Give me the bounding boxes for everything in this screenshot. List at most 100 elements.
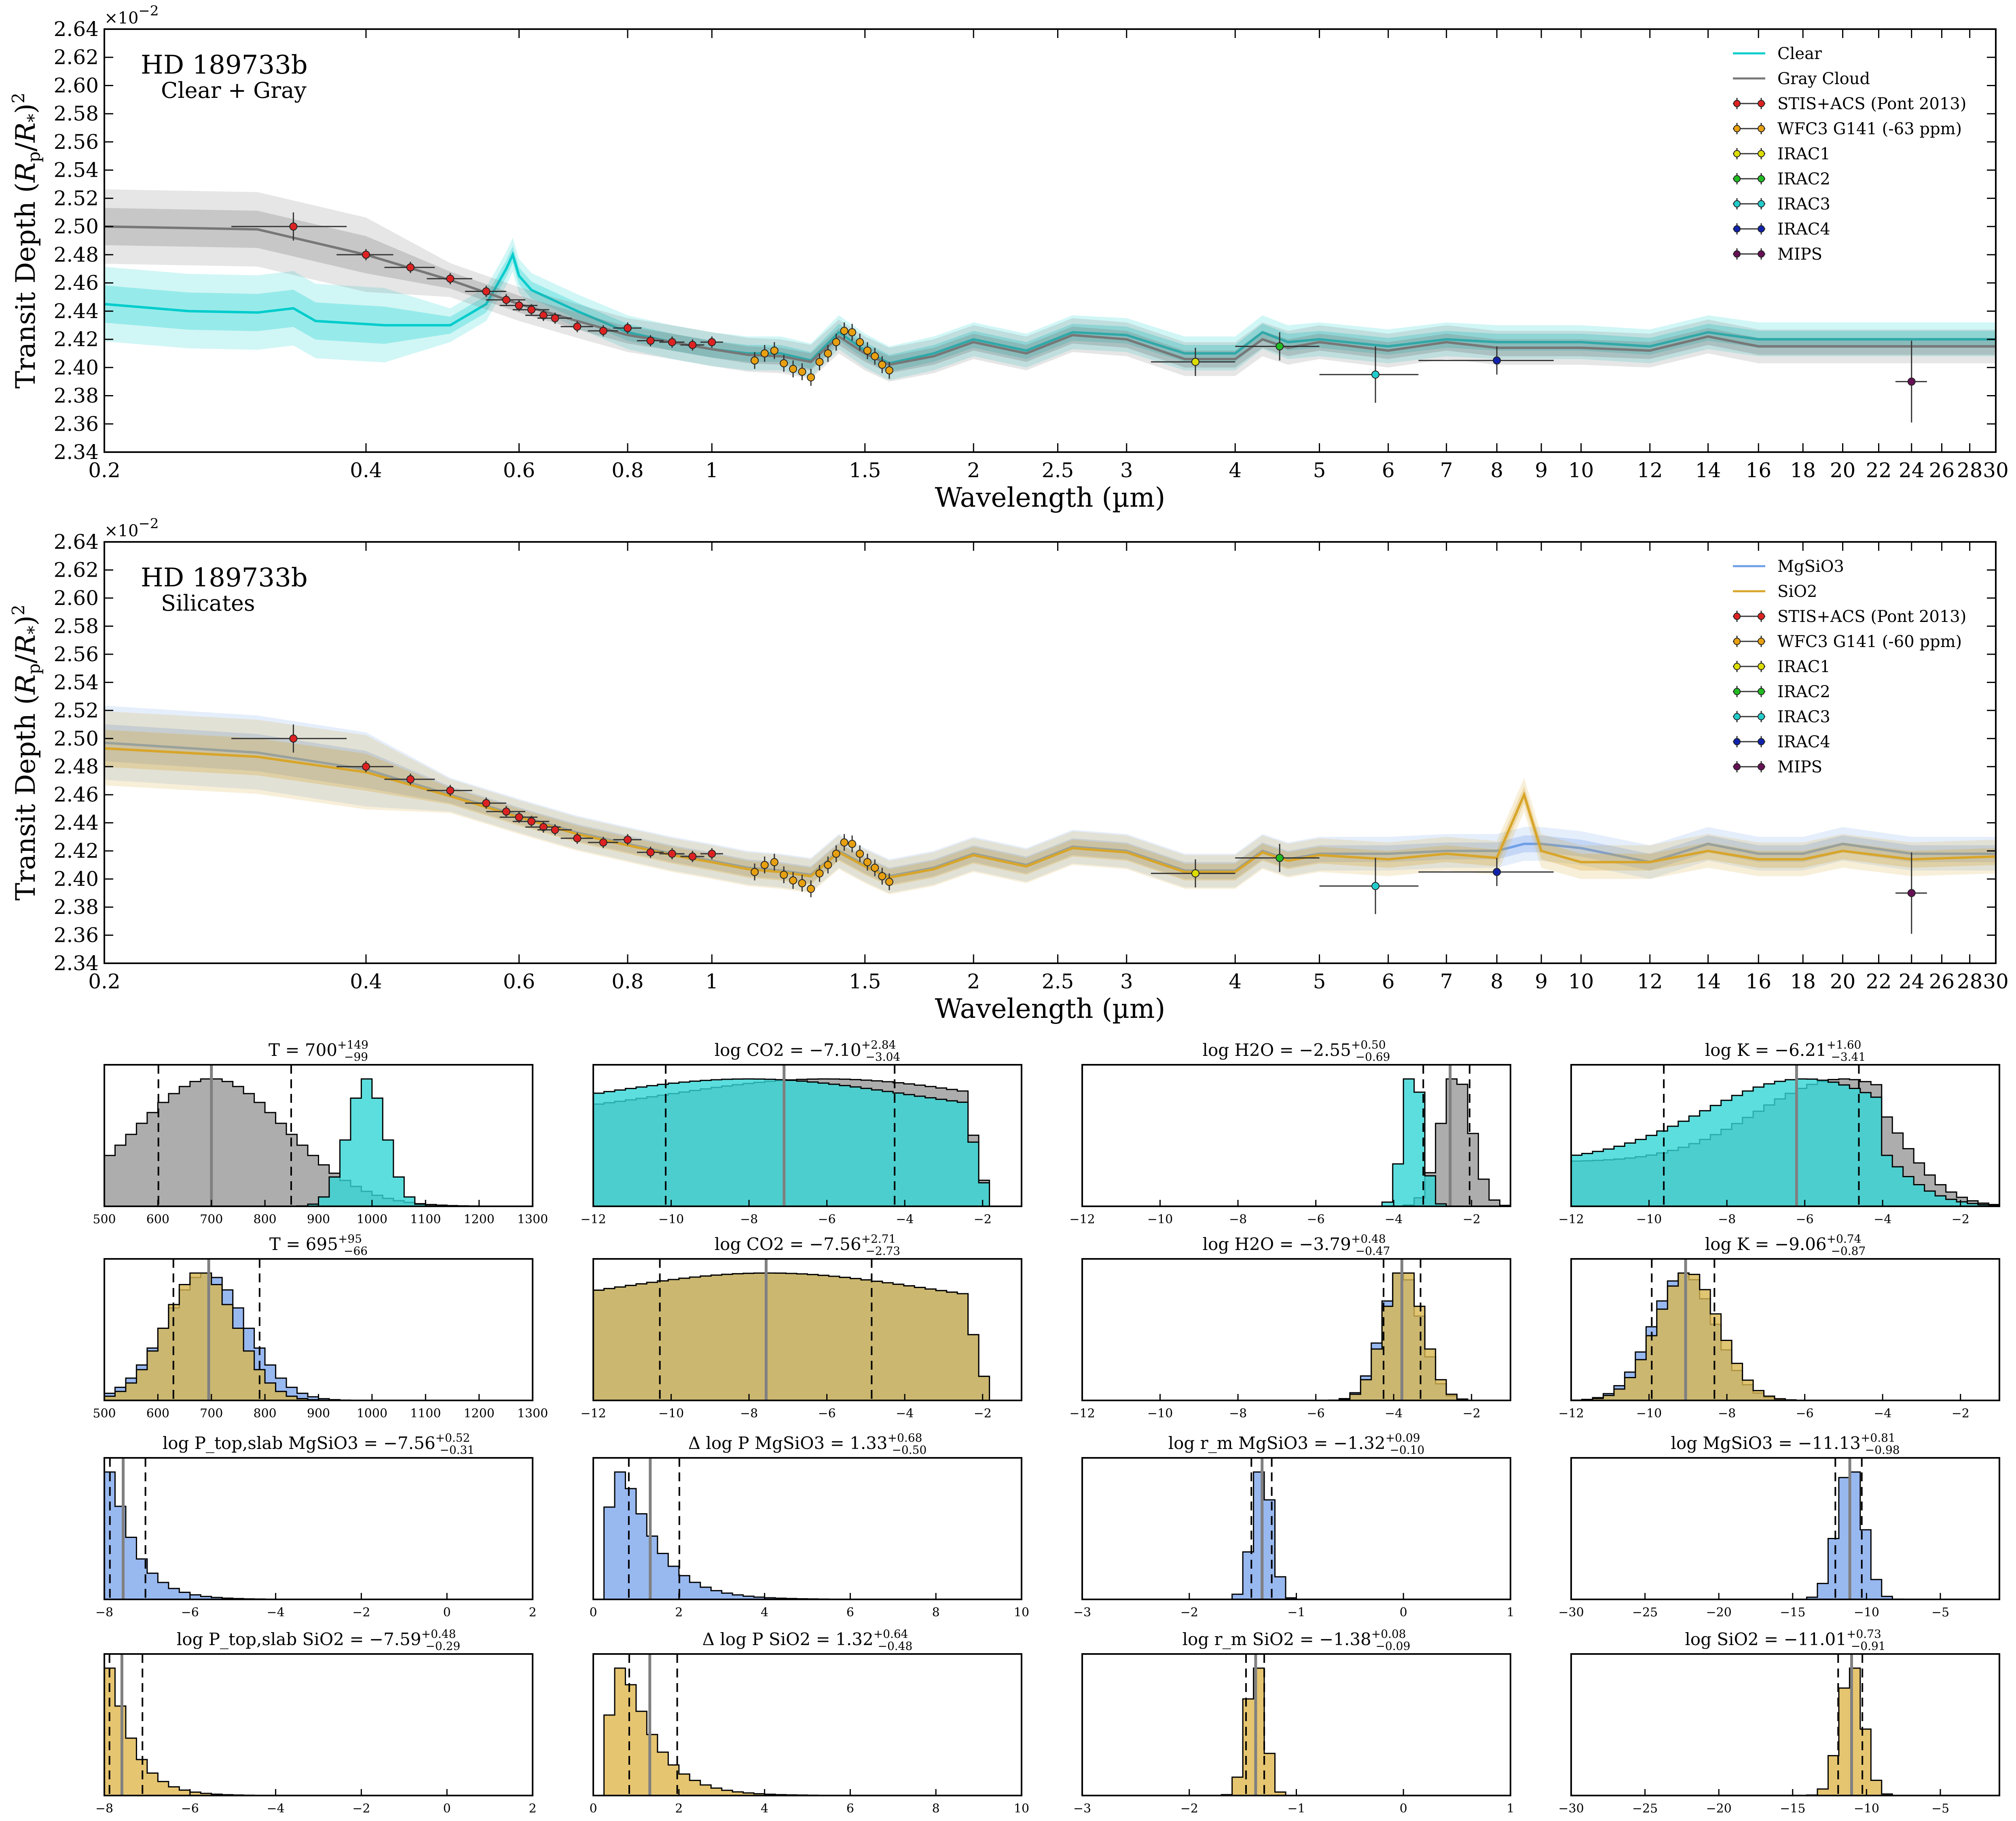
spectrum-panel-2-background (104, 542, 1996, 963)
spectrum-panel-2-irac3-point (1371, 882, 1380, 890)
spectrum-panel-2-xtick-label: 1.5 (849, 970, 881, 993)
spectrum-panel-2-xtick-label: 12 (1637, 970, 1663, 993)
hist-panel-r3c4-xtick-label: −25 (1632, 1605, 1658, 1620)
spectrum-panel-2-stis-acs-pont-2013--point (502, 807, 510, 816)
spectrum-panel-1-stis-acs-pont-2013--point (406, 263, 415, 272)
spectrum-panel-1-legend-swatch (1758, 150, 1765, 157)
spectrum-panel-2-xtick-label: 18 (1790, 970, 1816, 993)
hist-panel-r4c3-xtick-label: 0 (1400, 1802, 1407, 1816)
spectrum-panel-2-wfc3-g141-60-ppm--point (798, 879, 806, 888)
hist-panel-r4c3-background (1082, 1654, 1510, 1796)
spectrum-panel-1-xtick-label: 1 (705, 459, 718, 482)
spectrum-panel-1-xtick-label: 14 (1695, 459, 1721, 482)
spectrum-panel-1-wfc3-g141-63-ppm--point (789, 365, 798, 373)
hist-panel-r1c2-xtick-label: −4 (896, 1212, 914, 1227)
hist-panel-r1c3-title: log H2O = −2.55+0.50 −0.69 (1203, 1038, 1390, 1064)
hist-panel-r2c2-title: log CO2 = −7.56+2.71 −2.73 (715, 1232, 900, 1258)
hist-panel-r4c1-background (104, 1654, 533, 1796)
hist-panel-r1c3-frame (1081, 1064, 1511, 1207)
spectrum-panel-1-wfc3-g141-63-ppm--point (832, 338, 840, 347)
spectrum-panel-1-mips-point (1907, 377, 1916, 386)
spectrum-panel-1-wfc3-g141-63-ppm--point (848, 328, 857, 336)
hist-panel-r3c2-xtick-label: 2 (675, 1605, 683, 1620)
hist-panel-r4c2-title: Δ log P SiO2 = 1.32+0.64 −0.48 (702, 1627, 913, 1653)
spectrum-panel-2-wfc3-g141-60-ppm--point (863, 858, 872, 866)
spectrum-panel-1-xtick-label: 30 (1983, 459, 2009, 482)
spectrum-panel-1-xtick-label: 0.8 (611, 459, 644, 482)
hist-panel-r2c1-xtick-label: 1000 (357, 1406, 387, 1421)
spectrum-panel-2-ytick-label: 2.38 (54, 895, 99, 919)
hist-panel-r2c3-xtick-label: −12 (1069, 1406, 1095, 1421)
spectrum-panel-1-background (104, 29, 1996, 452)
hist-panel-r1c3-xtick-label: −6 (1307, 1212, 1325, 1227)
hist-panel-r1c4-xtick-label: −8 (1718, 1212, 1736, 1227)
spectrum-panel-1-legend-swatch (1758, 175, 1765, 182)
spectrum-panel-2-xtick-label: 7 (1440, 970, 1453, 993)
hist-panel-r1c2-histogram-2 (592, 1078, 1022, 1207)
spectrum-panel-1-xtick-label: 9 (1535, 459, 1548, 482)
spectrum-panel-2-stis-acs-pont-2013--point (599, 838, 607, 847)
hist-panel-r4c2-xtick-label: 8 (932, 1802, 940, 1816)
hist-panel-r2c2-xtick-label: −10 (658, 1406, 684, 1421)
spectrum-panel-2-xtick-label: 0.4 (350, 970, 382, 993)
spectrum-panel-1-legend-label: Gray Cloud (1777, 70, 1870, 88)
spectrum-panel-2-stis-acs-pont-2013--point (688, 852, 697, 861)
hist-panel-r1c1-xtick-label: 900 (307, 1212, 330, 1227)
hist-panel-r3c3-xtick-label: −2 (1180, 1605, 1198, 1620)
hist-panel-r1c1-xtick-label: 700 (200, 1212, 223, 1227)
spectrum-panel-2-legend-label: SiO2 (1777, 582, 1817, 601)
spectrum-panel-2-wfc3-g141-60-ppm--point (856, 850, 864, 858)
hist-panel-r1c4-xtick-label: −6 (1796, 1212, 1814, 1227)
spectrum-panel-2-xtick-label: 22 (1866, 970, 1892, 993)
hist-panel-r1c1-xtick-label: 1200 (463, 1212, 494, 1227)
spectrum-panel-2-legend-swatch (1733, 688, 1741, 695)
hist-panel-r2c3-xtick-label: −6 (1307, 1406, 1325, 1421)
hist-panel-r4c3-xtick-label: −2 (1180, 1802, 1198, 1816)
spectrum-panel-2-stis-acs-pont-2013--point (646, 848, 655, 857)
hist-panel-r4c3-xtick-label: 1 (1506, 1802, 1514, 1816)
spectrum-panel-1-wfc3-g141-63-ppm--point (798, 368, 806, 376)
spectrum-panel-2-ylabel: Transit Depth (Rp/R*)2 (8, 605, 44, 901)
spectrum-panel-2-stis-acs-pont-2013--point (406, 775, 415, 783)
spectrum-panel-2-wfc3-g141-60-ppm--point (780, 871, 788, 879)
spectrum-panel-1-subtitle: Clear + Gray (161, 78, 307, 103)
hist-panel-r2c4-xtick-label: −10 (1636, 1406, 1662, 1421)
hist-panel-r2c2-xtick-label: −12 (580, 1406, 606, 1421)
hist-panel-r2c4-frame (1570, 1258, 2000, 1401)
spectrum-panel-1-legend-swatch (1733, 200, 1741, 207)
spectrum-panel-1-frame (104, 28, 1997, 453)
hist-panel-r2c3-xtick-label: −2 (1463, 1406, 1481, 1421)
spectrum-panel-2-wfc3-g141-60-ppm--point (832, 850, 840, 858)
spectrum-panel-1-legend-label: Clear (1777, 44, 1822, 63)
hist-panel-r3c4-frame (1570, 1457, 2000, 1600)
spectrum-panel-2-mips-point (1907, 889, 1916, 897)
spectrum-panel-2-legend-swatch (1733, 738, 1741, 745)
hist-panel-r3c3-xtick-label: 0 (1400, 1605, 1407, 1620)
spectrum-panel-2-legend-swatch (1758, 763, 1765, 770)
hist-panel-r4c4-frame (1570, 1653, 2000, 1796)
spectrum-panel-2-stis-acs-pont-2013--point (539, 823, 548, 831)
spectrum-panel-1-legend-label: IRAC2 (1777, 170, 1830, 188)
spectrum-panel-1-ytick-label: 2.58 (54, 102, 99, 125)
hist-panel-r1c4-xtick-label: −4 (1874, 1212, 1891, 1227)
hist-panel-r2c1-xtick-label: 900 (307, 1406, 330, 1421)
spectrum-panel-2-legend-label: MIPS (1777, 758, 1822, 776)
spectrum-panel-2-scale-factor: ×10−2 (104, 516, 159, 540)
hist-panel-r1c3-xtick-label: −10 (1147, 1212, 1173, 1227)
spectrum-panel-2-legend-swatch (1758, 713, 1765, 720)
hist-panel-r4c1-xtick-label: −2 (352, 1802, 370, 1816)
spectrum-panel-1-stis-acs-pont-2013--point (551, 314, 559, 322)
hist-panel-r4c4-background (1571, 1654, 1999, 1796)
hist-panel-r3c1-frame (104, 1457, 533, 1600)
hist-panel-r3c3-title: log r_m MgSiO3 = −1.32+0.09 −0.10 (1168, 1431, 1425, 1457)
spectrum-panel-1-ytick-label: 2.56 (54, 130, 99, 154)
spectrum-panel-1-xtick-label: 0.6 (503, 459, 535, 482)
spectrum-panel-1-xtick-label: 20 (1830, 459, 1856, 482)
hist-panel-r3c4-background (1571, 1458, 1999, 1599)
hist-panel-r3c2-title: Δ log P MgSiO3 = 1.33+0.68 −0.50 (688, 1431, 927, 1457)
spectrum-panel-1-wfc3-g141-63-ppm--point (871, 352, 879, 360)
hist-panel-r1c2-xtick-label: −2 (974, 1212, 992, 1227)
spectrum-panel-1-wfc3-g141-63-ppm--point (856, 338, 864, 347)
spectrum-panel-1-xtick-label: 4 (1229, 459, 1242, 482)
hist-panel-r1c2-xtick-label: −8 (740, 1212, 758, 1227)
